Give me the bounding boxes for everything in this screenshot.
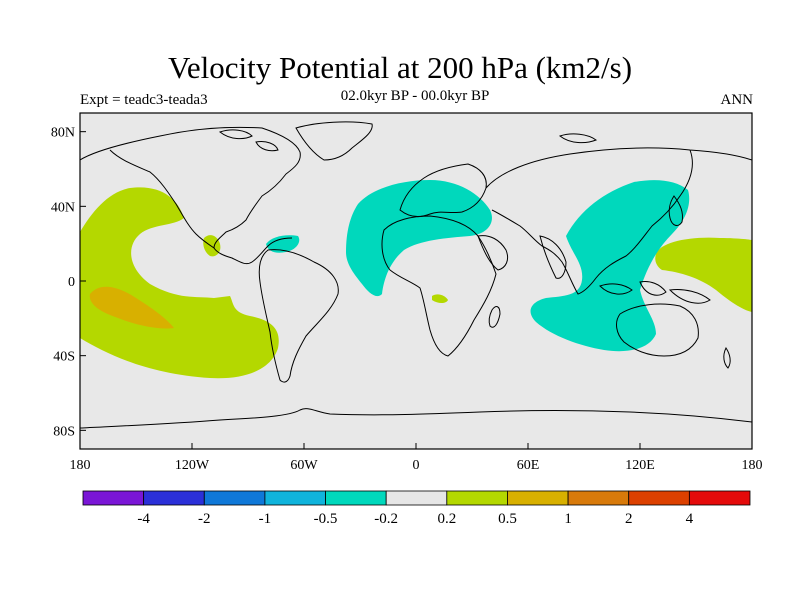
colorbar-label: -0.5 [314, 511, 338, 527]
lon-tick-label: 60W [290, 458, 318, 473]
colorbar [82, 490, 751, 506]
latitude-axis: 80N 40N 0 40S 80S [51, 126, 86, 439]
positive-anomaly-central-america [203, 235, 221, 257]
colorbar-label: 0.5 [498, 511, 517, 527]
coast-north-america-west [109, 149, 215, 249]
positive-anomaly-east-pacific [80, 187, 279, 379]
coast-australia [616, 303, 699, 357]
coast-arctic-islands [218, 129, 598, 152]
lat-tick-label: 40S [53, 350, 75, 365]
lat-tick-label: 0 [68, 275, 75, 290]
lon-tick-label: 60E [517, 458, 540, 473]
colorbar-swatch [446, 490, 508, 506]
coast-arabia [477, 235, 509, 271]
colorbar-label: 2 [625, 511, 633, 527]
colorbar-label: -2 [198, 511, 211, 527]
lon-tick-label: 120W [175, 458, 210, 473]
lat-tick-label: 40N [51, 200, 75, 215]
colorbar-label: 1 [564, 511, 572, 527]
colorbar-label: -4 [137, 511, 150, 527]
lon-tick-label: 180 [70, 458, 91, 473]
colorbar-swatch [203, 490, 266, 506]
coast-japan [668, 195, 683, 226]
coastlines [80, 121, 752, 429]
colorbar-swatch [264, 490, 326, 506]
coast-new-zealand [723, 347, 731, 369]
coast-india [539, 235, 567, 279]
colorbar-label: 0.2 [437, 511, 456, 527]
coast-antarctica [80, 408, 752, 429]
colorbar-swatch [628, 490, 690, 506]
colorbar-swatch [143, 490, 205, 506]
negative-anomaly-atlantic-europe [346, 180, 492, 297]
colorbar-swatch [82, 490, 145, 506]
coast-greenland [295, 121, 373, 161]
contour-fill-layer [80, 180, 752, 379]
colorbar-swatch [385, 490, 448, 506]
colorbar-label: 4 [686, 511, 694, 527]
positive-anomaly-west-pacific [655, 237, 752, 312]
longitude-axis: 180 120W 60W 0 60E 120E 180 [70, 443, 763, 473]
lon-tick-label: 120E [625, 458, 655, 473]
positive-anomaly-africa [432, 294, 448, 303]
coast-north-america [80, 126, 301, 265]
lat-tick-label: 80N [51, 126, 75, 141]
coast-africa [381, 215, 497, 357]
map-background [80, 113, 752, 449]
coast-madagascar [488, 306, 501, 328]
colorbar-swatch [507, 490, 569, 506]
colorbar-swatch [688, 490, 751, 506]
coast-indonesia [599, 281, 711, 304]
experiment-label: Expt = teadc3-teada3 [80, 92, 208, 108]
negative-anomaly-caribbean [266, 235, 300, 253]
page-title: Velocity Potential at 200 hPa (km2/s) [167, 50, 633, 85]
positive-anomaly-core [89, 286, 174, 329]
colorbar-label: -1 [259, 511, 272, 527]
colorbar-swatch [567, 490, 630, 506]
subtitle: 02.0kyr BP - 00.0kyr BP [340, 88, 490, 104]
lon-tick-label: 180 [742, 458, 763, 473]
lat-tick-label: 80S [53, 424, 75, 439]
colorbar-swatch [325, 490, 387, 506]
lon-tick-label: 0 [413, 458, 420, 473]
coast-south-america [258, 249, 339, 383]
colorbar-labels: -4 -2 -1 -0.5 -0.2 0.2 0.5 1 2 4 [137, 511, 693, 527]
season-label: ANN [720, 92, 754, 108]
colorbar-label: -0.2 [374, 511, 398, 527]
coast-asia [485, 147, 752, 295]
